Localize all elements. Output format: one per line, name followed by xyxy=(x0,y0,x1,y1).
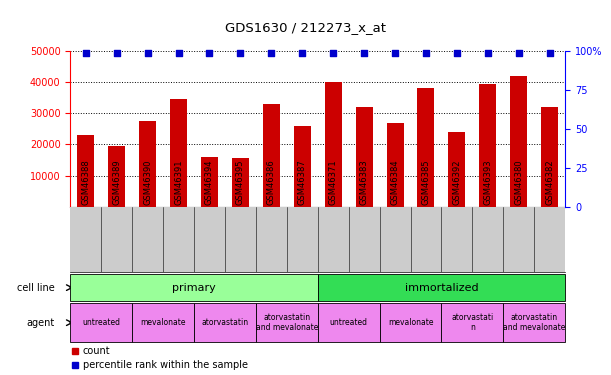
Bar xyxy=(263,104,280,207)
Text: count: count xyxy=(82,346,110,356)
Point xyxy=(112,50,122,55)
Text: mevalonate: mevalonate xyxy=(141,318,186,327)
Point xyxy=(174,50,183,55)
Bar xyxy=(294,126,311,207)
Text: atorvastatin: atorvastatin xyxy=(202,318,249,327)
Bar xyxy=(256,303,318,342)
Bar xyxy=(139,121,156,207)
Point xyxy=(483,50,492,55)
Point xyxy=(235,50,245,55)
Text: cell line: cell line xyxy=(17,283,55,292)
Point xyxy=(514,50,524,55)
Bar xyxy=(318,274,565,301)
Bar xyxy=(503,303,565,342)
Bar xyxy=(108,146,125,207)
Text: agent: agent xyxy=(27,318,55,328)
Point xyxy=(266,50,276,55)
Bar xyxy=(387,123,403,207)
Point xyxy=(298,50,307,55)
Text: atorvastati
n: atorvastati n xyxy=(452,313,494,332)
Bar xyxy=(77,135,94,207)
Text: atorvastatin
and mevalonate: atorvastatin and mevalonate xyxy=(503,313,565,332)
Point xyxy=(545,50,555,55)
Bar xyxy=(510,76,527,207)
Bar xyxy=(318,303,379,342)
Bar xyxy=(70,303,132,342)
Bar xyxy=(379,303,441,342)
Bar xyxy=(201,157,218,207)
Point xyxy=(328,50,338,55)
Point xyxy=(81,50,90,55)
Bar xyxy=(442,303,503,342)
Point xyxy=(390,50,400,55)
Point xyxy=(452,50,462,55)
Point xyxy=(205,50,214,55)
Point xyxy=(421,50,431,55)
Text: mevalonate: mevalonate xyxy=(388,318,433,327)
Text: untreated: untreated xyxy=(330,318,368,327)
Text: percentile rank within the sample: percentile rank within the sample xyxy=(82,360,247,369)
Bar xyxy=(324,82,342,207)
Text: atorvastatin
and mevalonate: atorvastatin and mevalonate xyxy=(255,313,318,332)
Bar xyxy=(448,132,466,207)
Bar xyxy=(417,88,434,207)
Text: primary: primary xyxy=(172,283,216,292)
Bar xyxy=(356,107,373,207)
Text: untreated: untreated xyxy=(82,318,120,327)
Bar xyxy=(70,274,318,301)
Point xyxy=(143,50,153,55)
Text: GDS1630 / 212273_x_at: GDS1630 / 212273_x_at xyxy=(225,21,386,34)
Bar xyxy=(170,99,187,207)
Bar xyxy=(132,303,194,342)
Text: immortalized: immortalized xyxy=(404,283,478,292)
Bar xyxy=(541,107,558,207)
Point xyxy=(359,50,369,55)
Bar xyxy=(480,84,496,207)
Bar xyxy=(232,158,249,207)
Bar xyxy=(194,303,256,342)
